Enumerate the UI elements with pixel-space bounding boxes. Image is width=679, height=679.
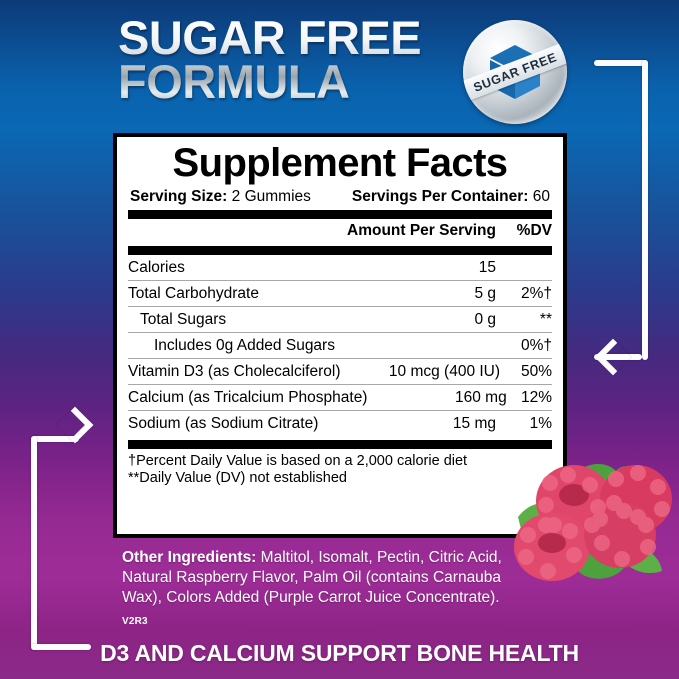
nutrient-row: Vitamin D3 (as Cholecalciferol) 10 mcg (4… (128, 359, 552, 385)
nutrient-amount: 10 mcg (400 IU) (388, 362, 501, 380)
nutrient-name: Total Carbohydrate (128, 284, 259, 302)
bottom-tagline: D3 AND CALCIUM SUPPORT BONE HEALTH (100, 640, 579, 666)
footnote-daily-value: †Percent Daily Value is based on a 2,000… (128, 453, 468, 469)
percent-dv-header: %DV (516, 222, 552, 239)
divider-thick-mid (128, 246, 552, 255)
nutrient-name: Calcium (as Tricalcium Phosphate) (128, 388, 368, 406)
bracket-right-vertical-segment (642, 60, 648, 360)
bracket-left-bottom-segment (31, 644, 91, 650)
serving-info-row: Serving Size: 2 Gummies Servings Per Con… (128, 188, 552, 206)
nutrient-row: Calories 15 (128, 255, 552, 281)
version-code: V2R3 (122, 616, 148, 627)
nutrient-rows-container: Calories 15 Total Carbohydrate 5 g 2%† Total … (128, 255, 552, 436)
bracket-right-bottom-segment (594, 354, 642, 360)
nutrient-row: Sodium (as Sodium Citrate) 15 mg 1% (128, 411, 552, 436)
servings-per-container-value: 60 (532, 188, 550, 205)
callout-bracket-left (0, 406, 96, 656)
column-headers-row: Amount Per Serving %DV (128, 219, 552, 242)
raspberries-image (514, 464, 672, 581)
nutrient-row: Includes 0g Added Sugars 0%† (128, 333, 552, 359)
other-ingredients-label: Other Ingredients: (122, 549, 257, 566)
amount-per-serving-header: Amount Per Serving (347, 222, 496, 239)
nutrient-percent-dv: 50% (520, 362, 552, 380)
nutrient-percent-dv: 1% (529, 414, 552, 432)
nutrient-amount: 15 mg (452, 414, 496, 432)
divider-thick-bottom (128, 440, 552, 449)
nutrient-row: Total Sugars 0 g ** (128, 307, 552, 333)
footnotes: †Percent Daily Value is based on a 2,000… (128, 449, 552, 487)
other-ingredients-text: Maltitol, Isomalt, Pectin, Citric Acid, … (122, 549, 502, 607)
nutrient-amount: 15 (478, 258, 496, 276)
supplement-facts-title: Supplement Facts (172, 141, 509, 185)
nutrient-percent-dv: ** (539, 310, 552, 328)
other-ingredients: Other Ingredients: Maltitol, Isomalt, Pe… (122, 548, 542, 608)
bracket-left-top-segment (31, 436, 79, 442)
serving-size: Serving Size: 2 Gummies (130, 188, 311, 206)
nutrient-name: Includes 0g Added Sugars (154, 336, 335, 354)
arrow-left-icon (594, 338, 632, 376)
sugar-free-seal-badge: SUGAR FREE (463, 20, 567, 124)
divider-thick-top (128, 210, 552, 219)
bracket-right-top-segment (594, 60, 648, 66)
nutrient-percent-dv: 0%† (520, 336, 552, 354)
nutrient-amount: 160 mg (454, 388, 507, 406)
nutrient-row: Total Carbohydrate 5 g 2%† (128, 281, 552, 307)
servings-per-container-label: Servings Per Container: (351, 188, 529, 205)
nutrient-percent-dv: 2%† (520, 284, 552, 302)
headline-line-2: FORMULA (118, 54, 350, 108)
servings-per-container: Servings Per Container: 60 (352, 188, 550, 206)
serving-size-value: 2 Gummies (231, 188, 311, 205)
nutrient-name: Vitamin D3 (as Cholecalciferol) (128, 362, 341, 380)
supplement-facts-panel: Supplement Facts Serving Size: 2 Gummies… (113, 133, 567, 538)
bracket-left-vertical-segment (31, 436, 37, 650)
nutrient-name: Total Sugars (140, 310, 227, 328)
nutrient-name: Sodium (as Sodium Citrate) (128, 414, 319, 432)
nutrient-percent-dv: 12% (520, 388, 552, 406)
nutrient-row: Calcium (as Tricalcium Phosphate) 160 mg 1… (128, 385, 552, 411)
footnote-dv-not-established: **Daily Value (DV) not established (128, 470, 347, 487)
serving-size-label: Serving Size: (130, 188, 228, 205)
callout-bracket-right (588, 54, 679, 376)
page-title: SUGAR FREE FORMULA (118, 16, 463, 103)
nutrient-amount: 5 g (474, 284, 496, 302)
nutrient-name: Calories (128, 258, 185, 276)
nutrient-amount: 0 g (474, 310, 496, 328)
